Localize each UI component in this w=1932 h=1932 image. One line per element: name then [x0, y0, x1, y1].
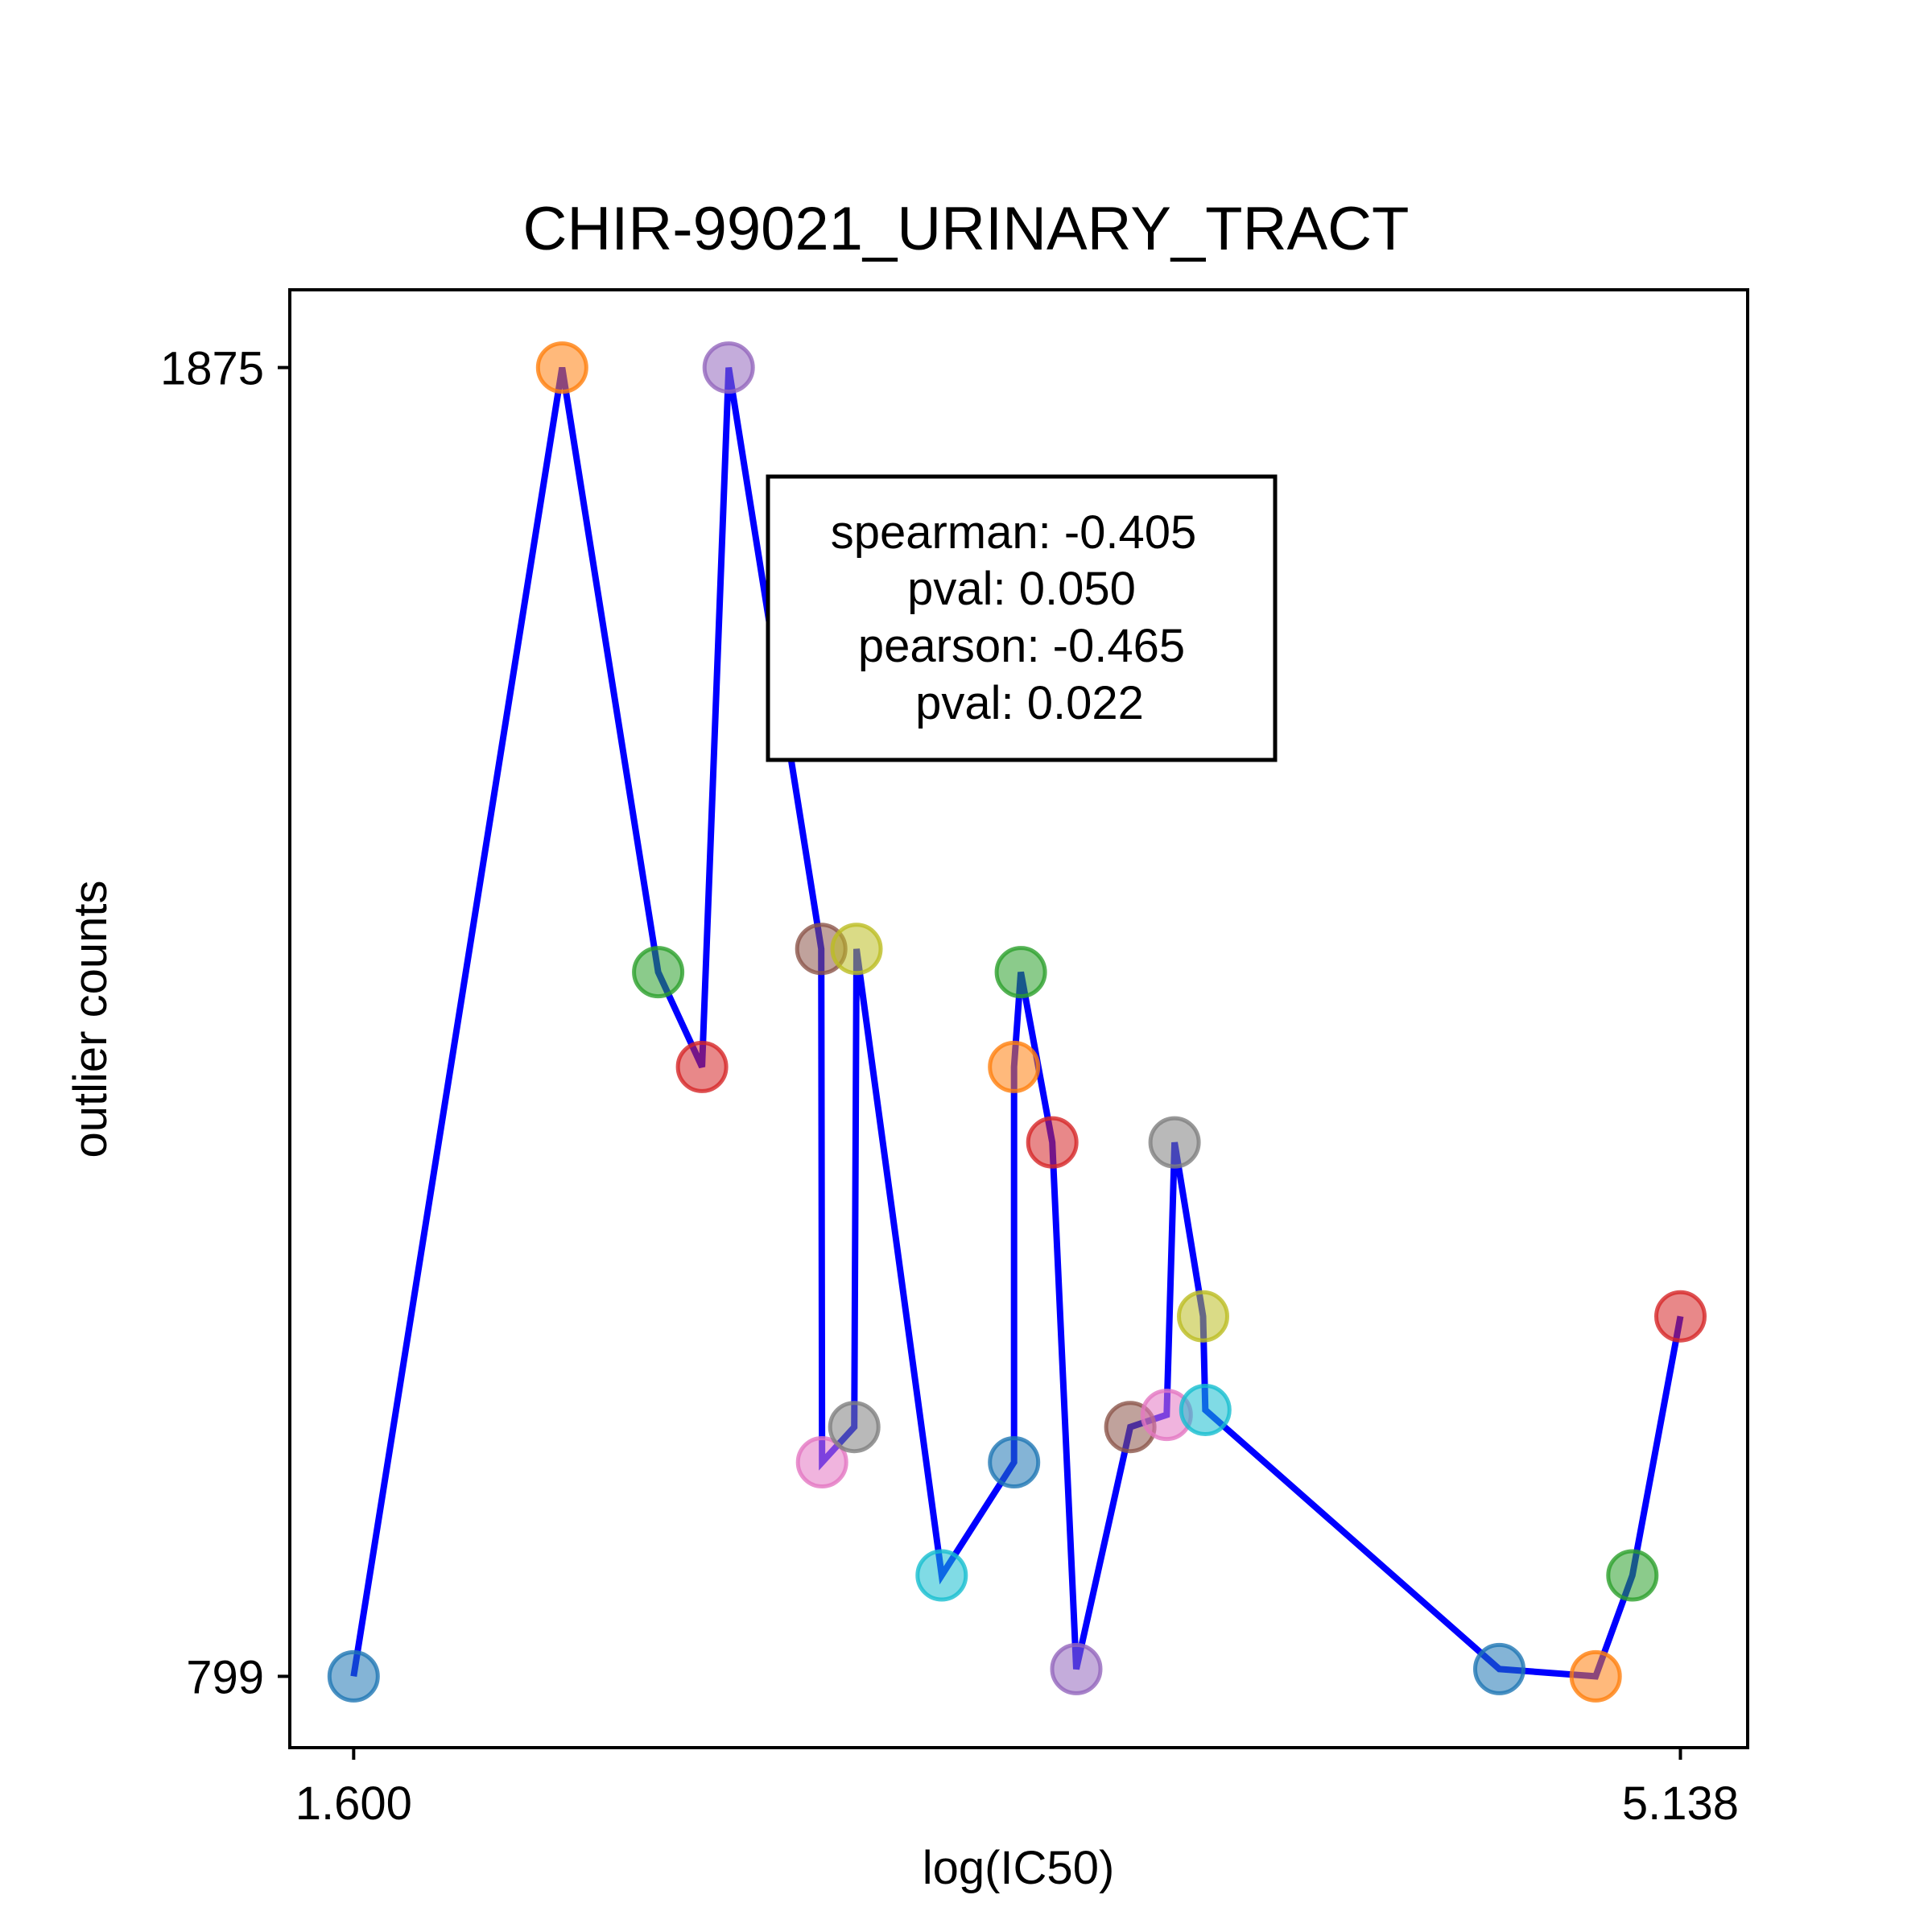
data-point-15 — [1050, 1642, 1103, 1695]
data-point-24 — [1654, 1290, 1707, 1343]
stats-line-spearman-pval: pval: 0.050 — [907, 563, 1136, 615]
data-point-4 — [675, 1040, 729, 1093]
stats-annotation: spearman: -0.405 pval: 0.050 pearson: -0… — [766, 474, 1278, 762]
stats-line-pearson-pval: pval: 0.022 — [915, 677, 1144, 729]
x-tick-label-1: 1.600 — [295, 1777, 412, 1830]
data-point-11 — [988, 1436, 1041, 1488]
plot-area — [327, 341, 1707, 1703]
data-point-19 — [1177, 1290, 1229, 1343]
data-point-2 — [535, 341, 588, 394]
y-tick-label-1: 799 — [186, 1651, 264, 1703]
stats-line-pearson: pearson: -0.465 — [858, 620, 1185, 672]
data-point-14 — [1026, 1116, 1079, 1169]
data-point-23 — [1606, 1549, 1659, 1602]
data-points — [327, 341, 1707, 1703]
data-point-12 — [988, 1040, 1041, 1093]
data-point-13 — [994, 946, 1047, 999]
data-point-20 — [1179, 1384, 1232, 1436]
plot-frame — [288, 288, 1749, 1749]
data-point-8 — [828, 1401, 881, 1454]
series-line — [350, 366, 1684, 1680]
x-axis: 1.600 5.138 — [295, 1748, 1739, 1830]
y-axis: 799 1875 — [160, 343, 290, 1703]
data-point-1 — [327, 1649, 380, 1703]
data-point-7 — [795, 1436, 848, 1488]
data-point-10 — [915, 1549, 968, 1602]
data-point-5 — [702, 341, 755, 394]
stats-annotation-frame — [766, 474, 1278, 762]
data-point-18 — [1148, 1116, 1201, 1169]
stats-line-spearman: spearman: -0.405 — [831, 506, 1197, 559]
x-axis-label: log(IC50) — [923, 1842, 1115, 1894]
y-tick-label-2: 1875 — [160, 343, 264, 395]
chart-title: CHIR-99021_URINARY_TRACT — [523, 195, 1410, 263]
y-axis-label: outlier counts — [64, 881, 117, 1158]
data-point-21 — [1473, 1642, 1525, 1695]
data-point-22 — [1569, 1649, 1622, 1703]
data-point-3 — [632, 946, 685, 999]
data-point-9 — [830, 923, 883, 976]
x-tick-label-2: 5.138 — [1622, 1777, 1739, 1830]
